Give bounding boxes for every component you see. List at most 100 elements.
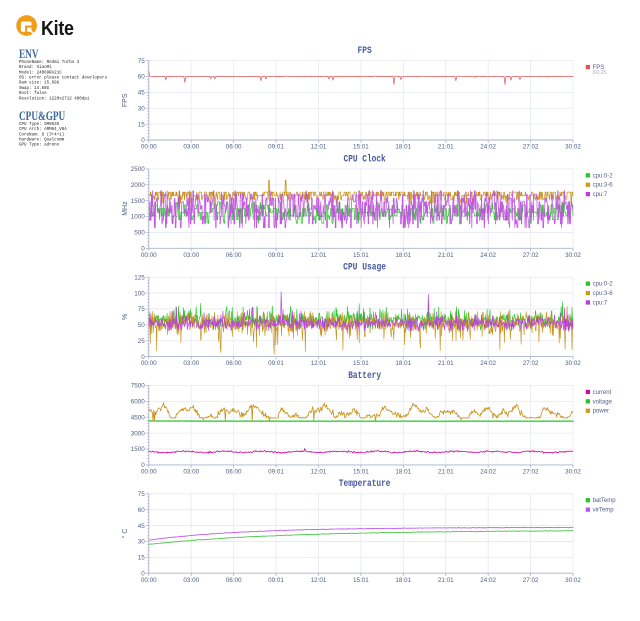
svg-text:21:01: 21:01	[438, 360, 454, 367]
svg-text:00:00: 00:00	[141, 144, 157, 151]
svg-text:06:00: 06:00	[226, 577, 242, 584]
svg-text:06:00: 06:00	[226, 360, 242, 367]
svg-text:500: 500	[134, 230, 145, 237]
svg-text:09:01: 09:01	[268, 577, 284, 584]
svg-text:18:01: 18:01	[395, 252, 411, 259]
svg-text:45: 45	[138, 90, 146, 97]
svg-text:60.25: 60.25	[593, 70, 607, 76]
svg-text:12:01: 12:01	[311, 469, 327, 476]
svg-text:24:02: 24:02	[480, 469, 496, 476]
svg-text:06:00: 06:00	[226, 144, 242, 151]
svg-text:30:02: 30:02	[565, 252, 581, 259]
svg-text:0: 0	[141, 354, 145, 361]
svg-text:° C: ° C	[121, 529, 129, 539]
svg-text:30: 30	[138, 105, 146, 112]
svg-text:15:01: 15:01	[353, 469, 369, 476]
svg-text:03:00: 03:00	[183, 469, 199, 476]
svg-text:25: 25	[138, 338, 146, 345]
svg-text:Temperature: Temperature	[339, 479, 391, 490]
svg-text:45: 45	[138, 523, 146, 530]
svg-text:current: current	[593, 390, 612, 396]
svg-text:30:02: 30:02	[565, 144, 581, 151]
svg-text:2000: 2000	[131, 182, 146, 189]
svg-text:15:01: 15:01	[353, 577, 369, 584]
svg-text:27:02: 27:02	[523, 144, 539, 151]
svg-text:0: 0	[141, 137, 145, 144]
svg-text:4500: 4500	[131, 414, 146, 421]
svg-text:0: 0	[141, 246, 145, 253]
svg-text:Battery: Battery	[348, 371, 381, 382]
svg-text:06:00: 06:00	[226, 252, 242, 259]
svg-text:CPU Usage: CPU Usage	[343, 263, 386, 274]
svg-text:12:01: 12:01	[311, 144, 327, 151]
svg-text:MHz: MHz	[122, 201, 129, 216]
svg-text:30:02: 30:02	[565, 577, 581, 584]
svg-text:12:01: 12:01	[311, 252, 327, 259]
svg-text:power: power	[593, 409, 609, 415]
svg-text:60: 60	[138, 507, 146, 514]
svg-text:00:00: 00:00	[141, 252, 157, 259]
svg-text:12:01: 12:01	[311, 360, 327, 367]
svg-text:21:01: 21:01	[438, 577, 454, 584]
svg-text:cpu:7: cpu:7	[593, 192, 608, 198]
svg-text:03:00: 03:00	[183, 252, 199, 259]
svg-text:27:02: 27:02	[523, 252, 539, 259]
svg-text:15:01: 15:01	[353, 252, 369, 259]
svg-text:3000: 3000	[131, 430, 146, 437]
svg-text:24:02: 24:02	[480, 144, 496, 151]
svg-text:30: 30	[138, 539, 146, 546]
svg-text:21:01: 21:01	[438, 252, 454, 259]
svg-text:18:01: 18:01	[395, 144, 411, 151]
svg-text:06:00: 06:00	[226, 469, 242, 476]
svg-text:50: 50	[138, 322, 146, 329]
svg-text:18:01: 18:01	[395, 469, 411, 476]
svg-text:21:01: 21:01	[438, 144, 454, 151]
svg-text:6000: 6000	[131, 399, 146, 406]
svg-text:FPS: FPS	[593, 65, 605, 71]
svg-text:2500: 2500	[131, 166, 146, 173]
svg-text:FPS: FPS	[122, 93, 129, 107]
svg-text:FPS: FPS	[358, 46, 372, 57]
svg-text:100: 100	[134, 290, 145, 297]
svg-text:12:01: 12:01	[311, 577, 327, 584]
svg-text:00:00: 00:00	[141, 469, 157, 476]
svg-text:0: 0	[141, 462, 145, 469]
svg-text:cpu:3-6: cpu:3-6	[593, 291, 614, 297]
svg-text:1500: 1500	[131, 198, 146, 205]
svg-text:0: 0	[141, 570, 145, 577]
svg-text:00:00: 00:00	[141, 360, 157, 367]
svg-text:09:01: 09:01	[268, 469, 284, 476]
svg-text:60: 60	[138, 74, 146, 81]
svg-text:virTemp: virTemp	[593, 508, 615, 514]
svg-text:15: 15	[138, 555, 146, 562]
svg-text:voltage: voltage	[593, 399, 613, 405]
svg-text:09:01: 09:01	[268, 252, 284, 259]
svg-text:03:00: 03:00	[183, 360, 199, 367]
svg-text:75: 75	[138, 306, 146, 313]
svg-text:15:01: 15:01	[353, 360, 369, 367]
svg-text:00:00: 00:00	[141, 577, 157, 584]
svg-text:75: 75	[138, 58, 146, 65]
svg-text:27:02: 27:02	[523, 469, 539, 476]
svg-text:15: 15	[138, 121, 146, 128]
svg-text:18:01: 18:01	[395, 360, 411, 367]
svg-text:24:02: 24:02	[480, 360, 496, 367]
svg-text:75: 75	[138, 491, 146, 498]
svg-text:%: %	[122, 314, 129, 320]
svg-text:18:01: 18:01	[395, 577, 411, 584]
svg-text:7500: 7500	[131, 383, 146, 390]
svg-text:03:00: 03:00	[183, 144, 199, 151]
svg-text:27:02: 27:02	[523, 577, 539, 584]
svg-text:1500: 1500	[131, 446, 146, 453]
svg-text:125: 125	[134, 274, 145, 281]
svg-text:30:02: 30:02	[565, 469, 581, 476]
svg-text:1000: 1000	[131, 214, 146, 221]
svg-text:batTemp: batTemp	[593, 498, 617, 504]
svg-text:cpu:0-2: cpu:0-2	[593, 173, 614, 179]
svg-text:21:01: 21:01	[438, 469, 454, 476]
svg-text:CPU Clock: CPU Clock	[344, 153, 386, 165]
svg-text:30:02: 30:02	[565, 360, 581, 367]
svg-text:cpu:0-2: cpu:0-2	[593, 282, 614, 288]
svg-text:27:02: 27:02	[523, 360, 539, 367]
svg-text:03:00: 03:00	[183, 577, 199, 584]
